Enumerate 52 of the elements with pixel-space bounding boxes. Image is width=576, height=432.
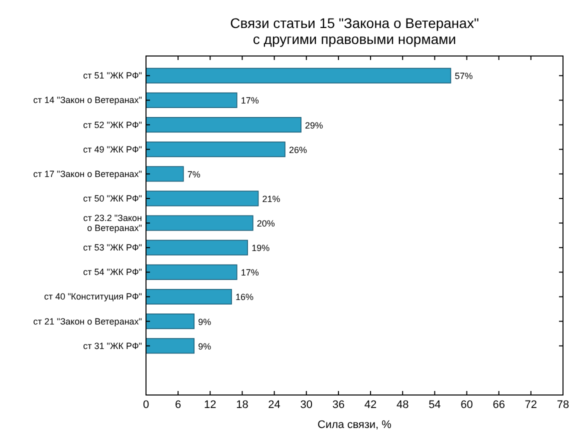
data-label: 21% — [262, 194, 280, 204]
bar — [146, 215, 254, 231]
x-tick-label: 0 — [142, 399, 150, 411]
x-tick-label: 12 — [204, 399, 216, 411]
bar — [146, 142, 286, 158]
data-label: 57% — [454, 71, 473, 82]
y-tick-label: ст 50 "ЖК РФ" — [83, 193, 142, 204]
x-tick-label: 36 — [332, 399, 345, 411]
x-tick-label: 24 — [268, 399, 280, 411]
y-tick-label: ст 40 "Конституция РФ" — [44, 292, 142, 302]
x-axis-title: Сила связи, % — [318, 419, 392, 431]
x-tick-label: 6 — [175, 399, 182, 411]
y-tick-label: ст 21 "Закон о Ветеранах" — [33, 316, 142, 326]
x-tick-label: 18 — [236, 399, 248, 411]
data-label: 29% — [305, 120, 324, 130]
bar — [146, 240, 248, 256]
x-tick-label: 48 — [396, 399, 409, 411]
y-tick-label: ст 23.2 "Закон о Ветеранах" — [83, 213, 142, 234]
y-tick-label: ст 54 "ЖК РФ" — [83, 267, 142, 278]
bar — [146, 92, 238, 108]
x-tick-label: 42 — [364, 399, 377, 411]
y-tick-label: ст 31 "ЖК РФ" — [83, 340, 142, 351]
data-label: 17% — [240, 268, 259, 278]
bar — [146, 166, 184, 182]
bar — [146, 68, 452, 84]
data-label: 16% — [236, 292, 254, 302]
y-tick-label: ст 51 "ЖК РФ" — [83, 70, 142, 81]
x-tick-label: 30 — [300, 399, 313, 411]
bar — [146, 288, 232, 305]
data-label: 9% — [198, 316, 212, 327]
bar — [146, 338, 195, 354]
x-tick-label: 66 — [492, 399, 505, 411]
data-label: 17% — [240, 96, 259, 106]
x-tick-label: 60 — [460, 399, 473, 411]
x-tick-label: 78 — [556, 399, 570, 411]
x-tick-label: 54 — [428, 399, 441, 411]
y-tick-label: ст 53 "ЖК РФ" — [83, 242, 142, 253]
y-tick-label: ст 52 "ЖК РФ" — [83, 120, 142, 130]
x-tick-label: 72 — [524, 399, 538, 411]
bar — [146, 117, 302, 133]
y-tick-label: ст 49 "ЖК РФ" — [83, 144, 142, 154]
y-tick-label: ст 14 "Закон о Ветеранах" — [33, 95, 142, 106]
chart-title: Связи статьи 15 "Закона о Ветеранах" с другими правовыми нормами — [230, 15, 479, 47]
bar — [146, 190, 259, 206]
data-label: 26% — [289, 144, 308, 155]
data-label: 20% — [256, 218, 275, 229]
data-label: 19% — [252, 243, 270, 254]
data-label: 9% — [198, 341, 212, 352]
data-label: 7% — [187, 169, 200, 180]
bar — [146, 264, 238, 280]
y-tick-label: ст 17 "Закон о Ветеранах" — [33, 168, 142, 179]
bar — [146, 314, 195, 330]
